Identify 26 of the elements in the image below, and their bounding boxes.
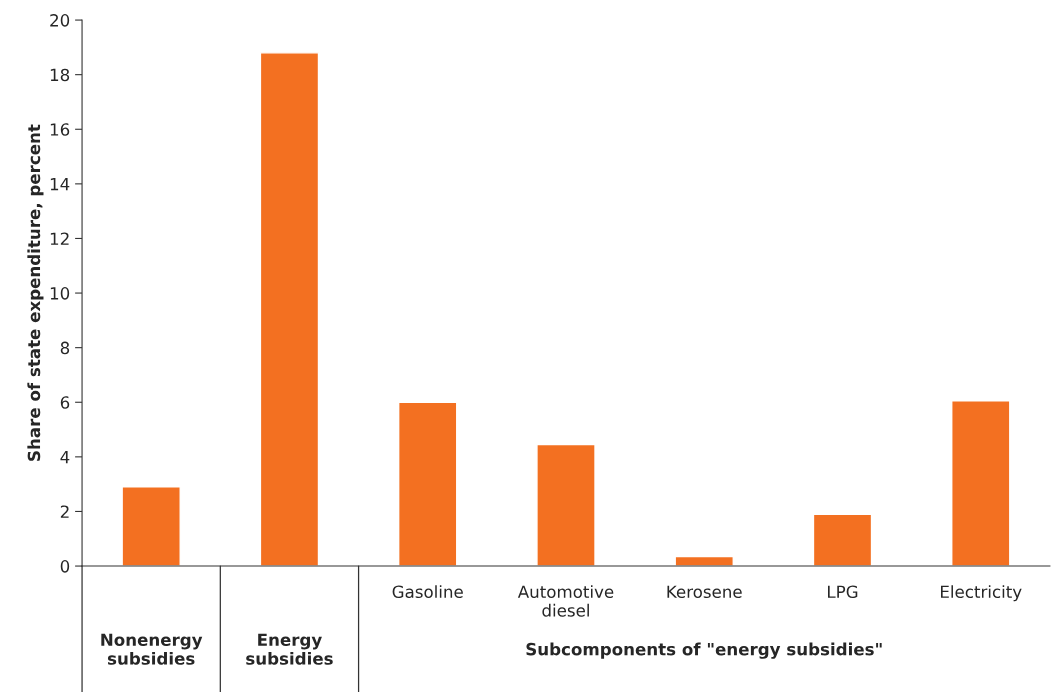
bar xyxy=(121,486,181,567)
text: Nonenergy subsidies xyxy=(101,633,203,665)
y-tick-label: 12 xyxy=(50,232,69,245)
bar xyxy=(951,400,1011,567)
y-tick-label: 6 xyxy=(60,396,70,409)
y-tick-label: 16 xyxy=(50,123,70,136)
y-tick-label: 8 xyxy=(60,341,70,355)
x-tick-label: Kerosene xyxy=(667,585,742,599)
bar xyxy=(259,52,320,567)
y-tick-label: 18 xyxy=(50,68,70,82)
x-tick-label: Electricity xyxy=(941,585,1022,602)
x-tick-label: Automotive diesel xyxy=(517,585,614,617)
text: Subcomponents of "energy subsidies" xyxy=(526,642,882,659)
y-tick-label: 20 xyxy=(50,14,70,27)
y-tick-label: 0 xyxy=(60,560,70,573)
bar xyxy=(812,513,873,567)
x-tick-label: LPG xyxy=(828,585,858,599)
y-tick-label: 10 xyxy=(50,287,70,300)
y-axis-title: Share of state expenditure, percent xyxy=(27,124,44,461)
bar xyxy=(397,401,458,567)
x-tick-label: Gasoline xyxy=(392,585,463,599)
y-tick-label: 4 xyxy=(60,451,70,464)
bar xyxy=(536,443,596,567)
y-tick-label: 2 xyxy=(60,505,69,518)
y-tick-label: 14 xyxy=(50,178,70,191)
text: Energy subsidies xyxy=(246,633,333,665)
